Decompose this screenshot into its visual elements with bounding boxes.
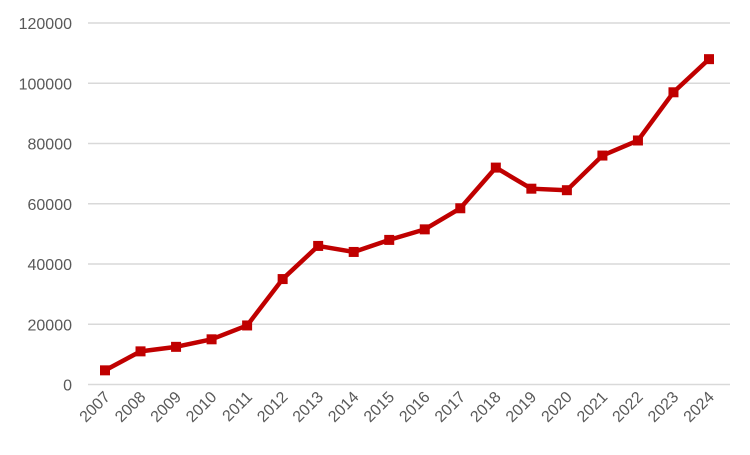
y-tick-label: 120000 bbox=[19, 16, 72, 33]
x-tick-label: 2017 bbox=[432, 389, 469, 426]
x-tick-label: 2010 bbox=[183, 389, 220, 426]
y-tick-label: 20000 bbox=[28, 317, 73, 334]
data-point-marker bbox=[632, 135, 643, 146]
y-tick-label: 40000 bbox=[28, 257, 73, 274]
x-tick-label: 2019 bbox=[503, 389, 540, 426]
x-tick-label: 2011 bbox=[220, 389, 256, 425]
x-tick-label: 2014 bbox=[325, 389, 362, 426]
data-point-marker bbox=[100, 365, 110, 376]
x-tick-label: 2021 bbox=[574, 389, 611, 426]
data-point-marker bbox=[384, 234, 395, 245]
y-tick-label: 100000 bbox=[19, 76, 72, 93]
x-tick-label: 2020 bbox=[539, 389, 576, 426]
data-point-marker bbox=[242, 320, 253, 331]
y-tick-label: 0 bbox=[63, 378, 72, 395]
data-point-marker bbox=[455, 203, 466, 214]
x-tick-label: 2016 bbox=[396, 389, 433, 426]
data-point-marker bbox=[206, 334, 217, 345]
data-point-marker bbox=[668, 87, 679, 98]
x-tick-label: 2015 bbox=[361, 389, 398, 426]
data-point-marker bbox=[704, 54, 714, 65]
data-point-marker bbox=[490, 162, 501, 173]
x-tick-label: 2023 bbox=[645, 389, 682, 426]
data-point-marker bbox=[419, 224, 430, 235]
data-point-marker bbox=[313, 240, 324, 251]
x-tick-label: 2024 bbox=[681, 389, 718, 426]
data-point-marker bbox=[277, 274, 288, 285]
y-tick-label: 80000 bbox=[28, 137, 73, 154]
data-point-marker bbox=[526, 183, 537, 194]
x-tick-label: 2022 bbox=[610, 389, 647, 426]
data-point-marker bbox=[561, 185, 572, 196]
data-point-marker bbox=[171, 341, 182, 352]
data-point-marker bbox=[597, 150, 608, 161]
x-tick-label: 2018 bbox=[467, 389, 504, 426]
data-point-marker bbox=[348, 246, 359, 257]
x-tick-label: 2013 bbox=[290, 389, 327, 426]
x-tick-label: 2012 bbox=[254, 389, 291, 426]
x-tick-label: 2007 bbox=[77, 389, 114, 426]
y-tick-label: 60000 bbox=[28, 197, 73, 214]
x-tick-label: 2009 bbox=[148, 389, 185, 426]
series-line bbox=[103, 57, 711, 373]
x-tick-label: 2008 bbox=[112, 389, 149, 426]
data-point-marker bbox=[135, 346, 146, 357]
